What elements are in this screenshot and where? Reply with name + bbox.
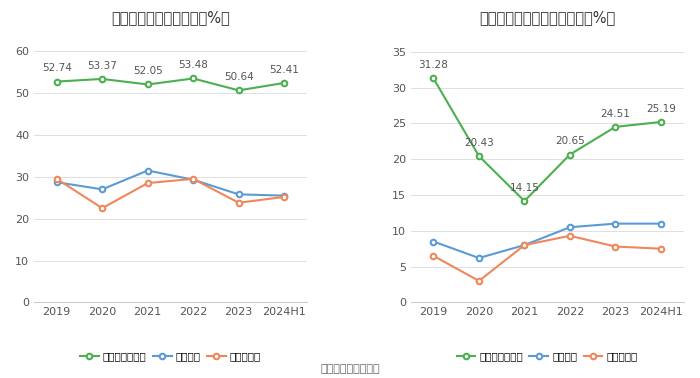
Legend: 公司资产负债率, 行业均值, 行业中位数: 公司资产负债率, 行业均值, 行业中位数 <box>80 351 261 361</box>
公司资产负债率 <box>52 79 61 84</box>
Text: 20.65: 20.65 <box>555 136 584 146</box>
Text: 数据来源：恒生聚源: 数据来源：恒生聚源 <box>320 364 380 374</box>
行业中位数 <box>52 177 61 181</box>
有息资产负债率 <box>611 125 620 129</box>
公司资产负债率 <box>234 88 243 93</box>
行业中位数 <box>657 246 665 251</box>
行业中位数 <box>520 243 528 247</box>
Title: 近年来有息资产负债率情况（%）: 近年来有息资产负债率情况（%） <box>479 10 615 25</box>
行业均值 <box>52 180 61 184</box>
行业均值 <box>189 177 197 182</box>
行业均值 <box>657 222 665 226</box>
公司资产负债率 <box>144 82 152 87</box>
Line: 公司资产负债率: 公司资产负债率 <box>54 76 287 93</box>
Text: 24.51: 24.51 <box>601 108 631 119</box>
Text: 31.28: 31.28 <box>419 60 449 70</box>
行业中位数 <box>189 177 197 181</box>
行业中位数 <box>429 254 438 258</box>
Legend: 有息资产负债率, 行业均值, 行业中位数: 有息资产负债率, 行业均值, 行业中位数 <box>456 351 638 361</box>
Text: 50.64: 50.64 <box>224 72 253 82</box>
行业均值 <box>611 222 620 226</box>
行业均值 <box>144 168 152 173</box>
Line: 行业中位数: 行业中位数 <box>54 176 287 211</box>
Text: 52.41: 52.41 <box>270 65 299 74</box>
行业中位数 <box>98 206 106 211</box>
行业中位数 <box>566 234 574 238</box>
行业中位数 <box>611 244 620 249</box>
Text: 20.43: 20.43 <box>464 138 494 148</box>
行业均值 <box>475 256 483 260</box>
Line: 行业均值: 行业均值 <box>54 168 287 198</box>
有息资产负债率 <box>429 76 438 81</box>
行业均值 <box>566 225 574 229</box>
行业均值 <box>429 239 438 244</box>
Text: 52.05: 52.05 <box>133 66 162 76</box>
Line: 有息资产负债率: 有息资产负债率 <box>430 76 664 204</box>
Text: 53.48: 53.48 <box>178 60 208 70</box>
有息资产负债率 <box>657 120 665 124</box>
行业均值 <box>98 187 106 192</box>
有息资产负债率 <box>566 152 574 157</box>
行业中位数 <box>280 195 288 199</box>
Text: 25.19: 25.19 <box>646 104 676 114</box>
Text: 14.15: 14.15 <box>510 183 540 193</box>
行业中位数 <box>234 200 243 205</box>
有息资产负债率 <box>520 199 528 203</box>
行业均值 <box>280 194 288 198</box>
Text: 52.74: 52.74 <box>42 63 71 73</box>
行业均值 <box>520 243 528 247</box>
公司资产负债率 <box>280 81 288 85</box>
公司资产负债率 <box>98 77 106 81</box>
行业中位数 <box>475 279 483 283</box>
Line: 行业均值: 行业均值 <box>430 221 664 261</box>
公司资产负债率 <box>189 76 197 81</box>
Line: 行业中位数: 行业中位数 <box>430 233 664 284</box>
Text: 53.37: 53.37 <box>88 60 117 71</box>
行业中位数 <box>144 181 152 185</box>
Title: 近年来资产负债率情况（%）: 近年来资产负债率情况（%） <box>111 10 230 25</box>
行业均值 <box>234 192 243 197</box>
有息资产负债率 <box>475 154 483 158</box>
